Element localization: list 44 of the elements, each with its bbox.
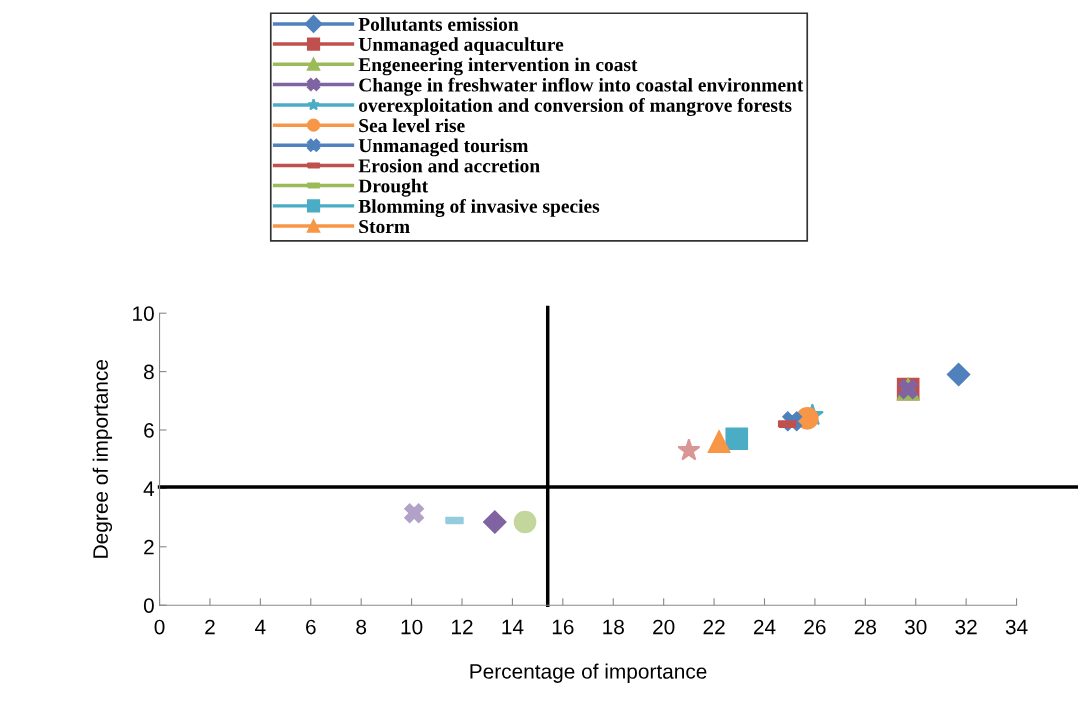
x-tick-label: 4 (255, 619, 266, 635)
y-tick-label: 10 (133, 306, 154, 321)
legend-label: Pollutants emission (358, 17, 519, 31)
y-tick-label: 8 (144, 364, 154, 380)
x-tick-label: 22 (703, 619, 725, 635)
legend-label: Sea level rise (359, 118, 465, 133)
x-tick-label: 12 (452, 619, 473, 635)
point (725, 427, 749, 451)
x-tick-label: 6 (306, 619, 316, 635)
legend-label: overexploitation and conversion of mangrove forests (359, 98, 792, 117)
y-tick-label: 6 (144, 423, 154, 438)
x-tick-label: 10 (401, 619, 423, 635)
y-tick-label: 2 (144, 539, 154, 555)
x-tick-label: 34 (1005, 619, 1028, 635)
y-tick-label: 4 (143, 481, 155, 496)
legend-label: Blomming of invasive species (358, 198, 600, 217)
x-tick-label: 14 (502, 619, 524, 635)
point (404, 503, 425, 524)
x-tick-label: 20 (653, 619, 675, 635)
x-tick-label: 24 (753, 619, 776, 635)
point (513, 510, 537, 534)
legend-label: Drought (358, 178, 429, 197)
point (946, 362, 971, 387)
x-tick-label: 0 (154, 619, 165, 635)
x-tick-label: 28 (854, 619, 876, 635)
x-tick-label: 2 (205, 619, 215, 635)
legend-label: Change in freshwater inflow into coastal environment (359, 77, 804, 96)
legend-label: Storm (359, 220, 410, 234)
point (677, 438, 701, 461)
y-axis-title: Degree of importance (92, 359, 113, 558)
x-tick-label: 26 (804, 619, 826, 635)
legend-label: Engeneering intervention in coast (358, 57, 638, 76)
x-tick-label: 32 (955, 619, 977, 635)
x-tick-label: 18 (603, 619, 624, 635)
point (483, 510, 507, 534)
x-tick-label: 16 (552, 619, 574, 635)
legend-label: Unmanaged tourism (358, 138, 529, 157)
x-axis-title: Percentage of importance (470, 663, 707, 683)
y-tick-label: 0 (143, 598, 154, 613)
x-tick-label: 8 (356, 619, 367, 635)
legend-label: Unmanaged aquaculture (358, 37, 564, 56)
x-tick-label: 30 (904, 619, 927, 635)
point (707, 430, 731, 453)
legend-label: Erosion and accretion (358, 158, 540, 173)
